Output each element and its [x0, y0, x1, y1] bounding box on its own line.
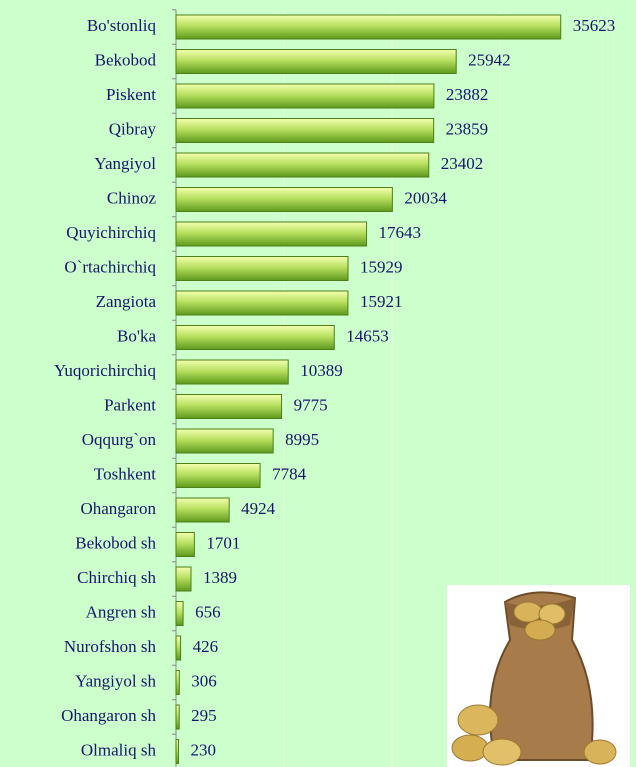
bar — [176, 84, 434, 108]
bar — [176, 602, 183, 626]
value-label: 8995 — [285, 430, 319, 449]
potato — [483, 739, 521, 765]
chart: Bo'stonliq 35623 Bekobod 25942 Piskent 23882 Q… — [0, 0, 636, 767]
category-label: Olmaliq sh — [81, 740, 157, 759]
category-label: Yuqorichirchiq — [54, 361, 156, 380]
bar — [176, 429, 273, 453]
bar — [176, 222, 367, 246]
bar — [176, 257, 348, 281]
bar — [176, 119, 434, 143]
bar — [176, 740, 178, 764]
category-label: Zangiota — [96, 292, 157, 311]
value-label: 35623 — [573, 16, 616, 35]
category-label: Ohangaron sh — [61, 706, 156, 725]
value-label: 426 — [193, 637, 219, 656]
value-label: 15921 — [360, 292, 403, 311]
value-label: 306 — [191, 671, 217, 690]
category-label: Bekobod sh — [75, 533, 156, 552]
bar — [176, 326, 334, 350]
potato-sack-image — [447, 585, 630, 767]
category-label: Piskent — [106, 85, 156, 104]
category-label: Nurofshon sh — [64, 637, 157, 656]
bar — [176, 153, 429, 177]
value-label: 15929 — [360, 257, 403, 276]
bar — [176, 395, 282, 419]
value-label: 17643 — [379, 223, 422, 242]
potato — [458, 705, 498, 735]
category-label: Yangiyol — [94, 154, 156, 173]
bar — [176, 567, 191, 591]
bar — [176, 188, 392, 212]
value-label: 7784 — [272, 464, 307, 483]
bar — [176, 15, 561, 39]
category-label: Quyichirchiq — [66, 223, 156, 242]
category-label: Chirchiq sh — [77, 568, 156, 587]
value-label: 230 — [190, 740, 216, 759]
category-label: Parkent — [104, 395, 156, 414]
bar — [176, 464, 260, 488]
value-label: 23859 — [446, 119, 489, 138]
bar — [176, 50, 456, 74]
category-label: Oqqurg`on — [82, 430, 157, 449]
value-label: 23402 — [441, 154, 484, 173]
category-label: Angren sh — [86, 602, 157, 621]
category-label: Yangiyol sh — [75, 671, 156, 690]
bar — [176, 291, 348, 315]
bar — [176, 533, 194, 557]
bar — [176, 498, 229, 522]
value-label: 23882 — [446, 85, 489, 104]
value-label: 20034 — [404, 188, 447, 207]
potato — [514, 602, 542, 622]
value-label: 656 — [195, 602, 221, 621]
category-label: Toshkent — [94, 464, 156, 483]
category-label: Bo'ka — [117, 326, 156, 345]
value-label: 4924 — [241, 499, 276, 518]
potato — [525, 620, 555, 640]
bar — [176, 671, 179, 695]
value-label: 10389 — [300, 361, 343, 380]
value-label: 9775 — [294, 395, 328, 414]
bar — [176, 360, 288, 384]
potato — [584, 740, 616, 764]
value-label: 25942 — [468, 50, 511, 69]
value-label: 1701 — [206, 533, 240, 552]
value-label: 14653 — [346, 326, 389, 345]
bar — [176, 705, 179, 729]
value-label: 1389 — [203, 568, 237, 587]
category-label: Qibray — [109, 119, 157, 138]
value-label: 295 — [191, 706, 217, 725]
category-label: O`rtachirchiq — [64, 257, 156, 276]
page: {"chart_data": {"type": "bar", "orientat… — [0, 0, 636, 767]
bar — [176, 636, 181, 660]
category-label: Chinoz — [107, 188, 157, 207]
potato — [452, 735, 488, 761]
category-label: Bo'stonliq — [87, 16, 157, 35]
category-label: Ohangaron — [80, 499, 156, 518]
category-label: Bekobod — [95, 50, 157, 69]
